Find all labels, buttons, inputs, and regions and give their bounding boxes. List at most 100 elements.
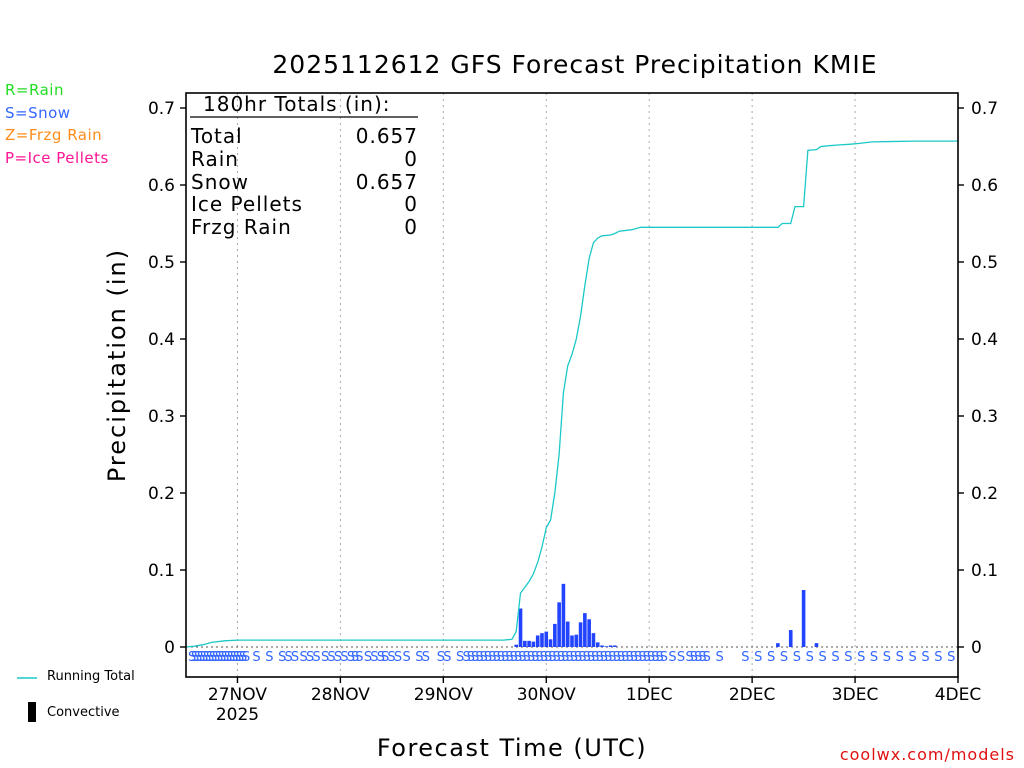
ptype-marker: S bbox=[531, 650, 539, 665]
ptype-marker: S bbox=[200, 650, 208, 665]
ptype-marker: S bbox=[484, 650, 492, 665]
ptype-marker: S bbox=[630, 650, 638, 665]
running-total-line bbox=[185, 140, 958, 648]
ptype-marker: S bbox=[191, 650, 199, 665]
x-tick-sublabel: 2025 bbox=[216, 705, 259, 725]
ptype-marker: S bbox=[621, 650, 629, 665]
snow-bar bbox=[531, 641, 536, 647]
ptype-marker: S bbox=[505, 650, 513, 665]
snow-bar bbox=[801, 590, 806, 647]
y-tick-label-left: 0.1 bbox=[148, 561, 175, 581]
totals-value-ice-pellets: 0 bbox=[404, 192, 418, 216]
legend-freezing-rain: Z=Frzg Rain bbox=[5, 126, 103, 144]
ptype-marker: S bbox=[370, 650, 378, 665]
x-tick-label: 30NOV bbox=[517, 685, 576, 705]
ptype-marker: S bbox=[422, 650, 430, 665]
ptype-marker: S bbox=[291, 650, 299, 665]
ptype-marker: S bbox=[677, 650, 685, 665]
ptype-marker: S bbox=[480, 650, 488, 665]
ptype-marker: S bbox=[488, 650, 496, 665]
ptype-marker: S bbox=[321, 650, 329, 665]
ptype-marker: S bbox=[870, 650, 878, 665]
snow-bar bbox=[600, 645, 604, 647]
snow-bar bbox=[553, 623, 557, 647]
ptype-marker: S bbox=[233, 650, 241, 665]
totals-label-rain: Rain bbox=[191, 147, 239, 171]
snow-bar bbox=[518, 608, 523, 647]
snow-bar bbox=[591, 633, 596, 647]
ptype-marker: S bbox=[475, 650, 483, 665]
y-tick-label-right: 0.3 bbox=[971, 407, 998, 427]
snow-bar bbox=[527, 640, 531, 647]
running-total-legend-line bbox=[17, 677, 37, 679]
ptype-marker: S bbox=[934, 650, 942, 665]
totals-label-total: Total bbox=[190, 124, 243, 148]
ptype-marker: S bbox=[340, 650, 348, 665]
ptype-marker: S bbox=[793, 650, 801, 665]
ptype-marker: S bbox=[896, 650, 904, 665]
ptype-marker: S bbox=[651, 650, 659, 665]
snow-bar bbox=[535, 635, 540, 647]
ptype-marker: S bbox=[583, 650, 591, 665]
legend-rain: R=Rain bbox=[5, 81, 64, 99]
ptype-marker: S bbox=[909, 650, 917, 665]
convective-legend-swatch bbox=[28, 702, 36, 722]
ptype-marker: S bbox=[252, 650, 260, 665]
ptype-marker: S bbox=[377, 650, 385, 665]
ptype-marker: S bbox=[625, 650, 633, 665]
y-tick-label-left: 0.5 bbox=[148, 253, 175, 273]
totals-label-ice-pellets: Ice Pellets bbox=[191, 192, 303, 216]
y-tick-label-left: 0.2 bbox=[148, 484, 175, 504]
totals-value-snow: 0.657 bbox=[356, 170, 418, 194]
ptype-marker: S bbox=[497, 650, 505, 665]
ptype-marker: S bbox=[698, 650, 706, 665]
ptype-marker: S bbox=[351, 650, 359, 665]
y-tick-label-left: 0.7 bbox=[148, 99, 175, 119]
ptype-marker: S bbox=[224, 650, 232, 665]
snow-bar bbox=[557, 602, 561, 647]
y-tick-label-right: 0.5 bbox=[971, 253, 998, 273]
legend-ice-pellets: P=Ice Pellets bbox=[5, 149, 109, 167]
snow-bar bbox=[578, 622, 583, 647]
snow-bar bbox=[608, 645, 613, 647]
snow-bar bbox=[548, 639, 553, 647]
snow-bar bbox=[514, 644, 519, 647]
ptype-marker: S bbox=[591, 650, 599, 665]
snow-bar bbox=[587, 619, 591, 647]
y-tick-label-right: 0.6 bbox=[971, 176, 998, 196]
ptype-marker: S bbox=[754, 650, 762, 665]
ptype-marker: S bbox=[510, 650, 518, 665]
ptype-marker: S bbox=[230, 650, 238, 665]
ptype-marker: S bbox=[617, 650, 625, 665]
ptype-marker: S bbox=[741, 650, 749, 665]
ptype-marker: S bbox=[334, 650, 342, 665]
ptype-marker: S bbox=[806, 650, 814, 665]
y-tick-label-right: 0.1 bbox=[971, 561, 998, 581]
ptype-marker: S bbox=[242, 650, 250, 665]
ptype-marker: S bbox=[947, 650, 955, 665]
snow-bar bbox=[595, 642, 600, 647]
ptype-marker: S bbox=[462, 650, 470, 665]
ptype-marker: S bbox=[467, 650, 475, 665]
ptype-marker: S bbox=[535, 650, 543, 665]
ptype-marker: S bbox=[553, 650, 561, 665]
snow-bar bbox=[814, 643, 819, 647]
ptype-marker: S bbox=[703, 650, 711, 665]
ptype-marker: S bbox=[265, 650, 273, 665]
chart-title: 2025112612 GFS Forecast Precipitation KM… bbox=[272, 50, 878, 79]
grid-lines bbox=[186, 93, 958, 677]
ptype-marker: S bbox=[831, 650, 839, 665]
ptype-marker: S bbox=[716, 650, 724, 665]
ptype-marker: S bbox=[518, 650, 526, 665]
ptype-marker: S bbox=[471, 650, 479, 665]
snow-bars bbox=[514, 583, 819, 647]
y-tick-label-left: 0.6 bbox=[148, 176, 175, 196]
ptype-marker: S bbox=[574, 650, 582, 665]
ptype-marker: S bbox=[655, 650, 663, 665]
ptype-marker: S bbox=[634, 650, 642, 665]
ptype-marker: S bbox=[437, 650, 445, 665]
ptype-marker: S bbox=[857, 650, 865, 665]
ptype-marker: S bbox=[544, 650, 552, 665]
totals-label-snow: Snow bbox=[191, 170, 249, 194]
snow-bar bbox=[523, 640, 527, 647]
